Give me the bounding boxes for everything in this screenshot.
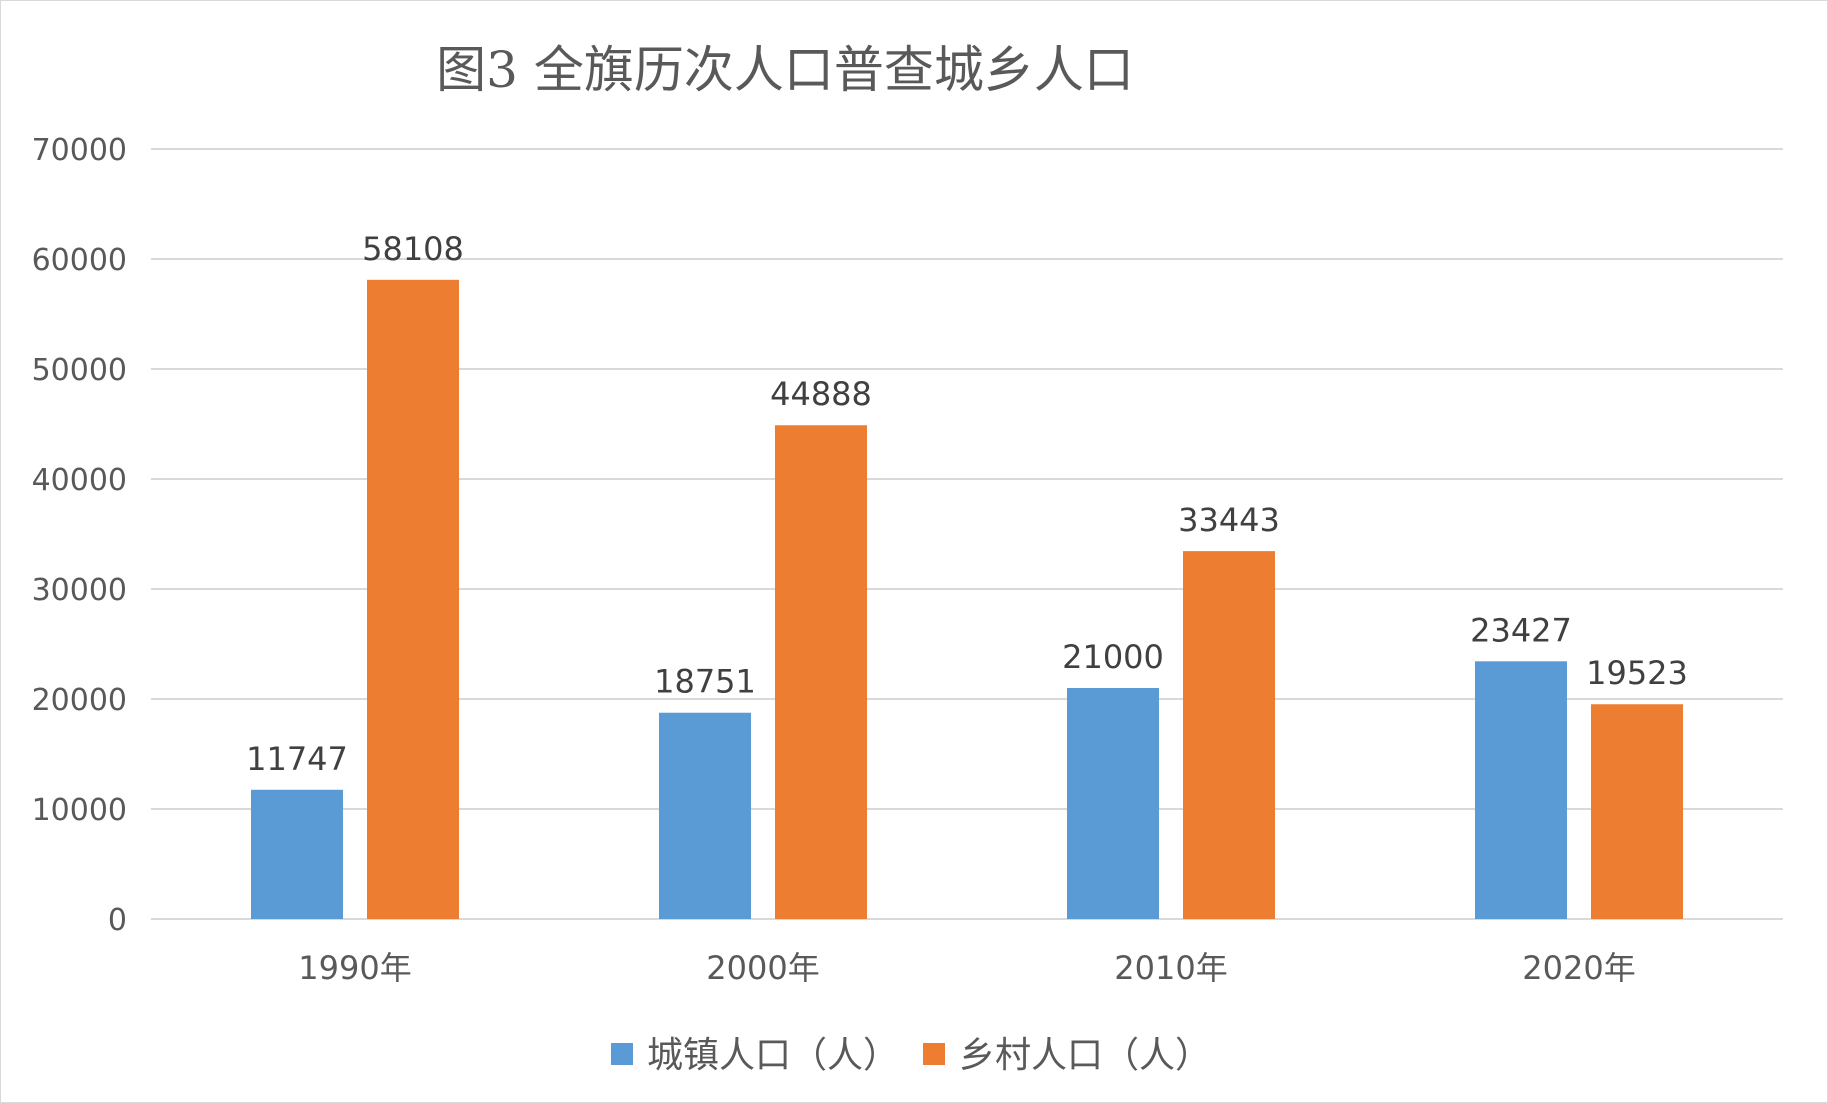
x-tick-label: 1990年	[298, 949, 411, 987]
y-tick-label: 20000	[32, 683, 127, 718]
y-tick-label: 40000	[32, 463, 127, 498]
y-tick-label: 60000	[32, 243, 127, 278]
data-label: 19523	[1586, 654, 1688, 692]
labels-layer: 0 10000 20000 30000 40000 50000 60000 70000 1174…	[32, 133, 1688, 987]
bar-rural	[1183, 551, 1275, 919]
data-label: 11747	[246, 740, 348, 778]
y-tick-label: 70000	[32, 133, 127, 168]
y-tick-label: 0	[108, 903, 127, 938]
x-tick-label: 2020年	[1522, 949, 1635, 987]
x-tick-label: 2000年	[706, 949, 819, 987]
legend-label: 城镇人口（人）	[647, 1035, 899, 1076]
data-label: 44888	[770, 375, 872, 413]
data-label: 58108	[362, 230, 464, 268]
y-tick-label: 10000	[32, 793, 127, 828]
legend-swatch	[923, 1043, 945, 1065]
data-label: 21000	[1062, 638, 1164, 676]
bar-rural	[367, 279, 459, 919]
bar-urban	[659, 712, 751, 919]
data-label: 23427	[1470, 611, 1572, 649]
bars-layer	[251, 279, 1683, 919]
data-label: 18751	[654, 663, 756, 701]
data-label: 33443	[1178, 501, 1280, 539]
y-tick-label: 50000	[32, 353, 127, 388]
bar-urban	[1475, 661, 1567, 919]
bar-urban	[1067, 688, 1159, 919]
legend: 城镇人口（人） 乡村人口（人）	[611, 1035, 1211, 1076]
bar-rural	[775, 425, 867, 919]
bar-urban	[251, 789, 343, 919]
legend-label: 乡村人口（人）	[959, 1035, 1211, 1076]
bar-rural	[1591, 704, 1683, 919]
x-tick-label: 2010年	[1114, 949, 1227, 987]
y-tick-label: 30000	[32, 573, 127, 608]
chart-title: 图3 全旗历次人口普查城乡人口	[436, 41, 1134, 99]
legend-swatch	[611, 1043, 633, 1065]
